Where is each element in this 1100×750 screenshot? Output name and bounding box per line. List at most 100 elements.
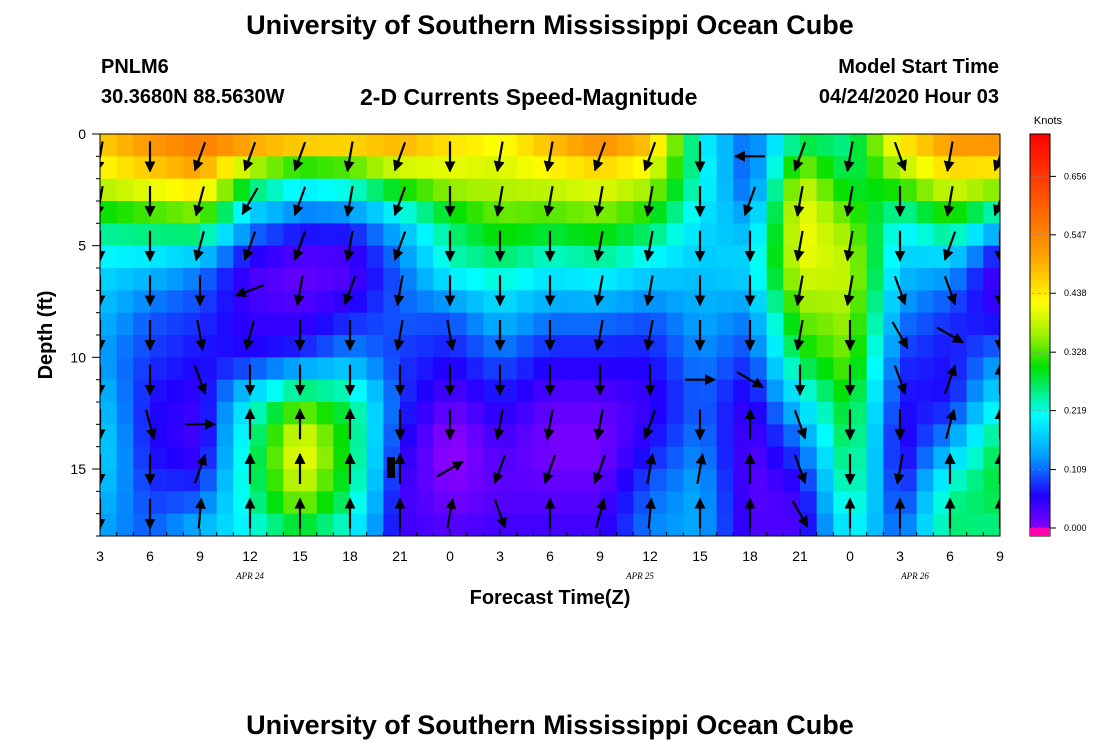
heatmap-cell — [550, 513, 568, 536]
heatmap-cell — [300, 312, 318, 336]
heatmap-cell — [416, 446, 434, 470]
heatmap-cell — [600, 245, 618, 269]
heatmap-cell — [983, 268, 1000, 291]
heatmap-cell — [916, 513, 934, 536]
heatmap-cell — [116, 134, 134, 157]
heatmap-cell — [366, 335, 384, 358]
heatmap-cell — [866, 335, 884, 358]
heatmap-cell — [250, 357, 268, 381]
heatmap-cell — [633, 268, 651, 291]
heatmap-cell — [533, 446, 551, 470]
heatmap-cell — [866, 357, 884, 381]
heatmap-cell — [850, 491, 868, 515]
heatmap-cell — [683, 268, 701, 291]
heatmap-cell — [500, 469, 518, 492]
heatmap-cell — [733, 491, 751, 515]
heatmap-cell — [566, 446, 584, 470]
heatmap-cell — [916, 446, 934, 470]
heatmap-cell — [500, 223, 518, 247]
heatmap-cell — [466, 513, 484, 536]
heatmap-cell — [600, 469, 618, 492]
heatmap-cell — [883, 178, 901, 202]
heatmap-cell — [816, 513, 834, 536]
heatmap-cell — [616, 446, 634, 470]
heatmap-cell — [116, 290, 134, 314]
heatmap-cell — [850, 290, 868, 314]
heatmap-cell — [466, 268, 484, 291]
heatmap-cell — [966, 178, 984, 202]
station-id: PNLM6 — [101, 56, 169, 78]
current-vector-arrow — [791, 500, 809, 528]
heatmap-cell — [216, 357, 234, 381]
x-tick-label: 6 — [946, 548, 954, 564]
current-vector-arrow — [343, 186, 355, 217]
heatmap-cell — [416, 201, 434, 224]
heatmap-cell — [216, 446, 234, 470]
heatmap-cell — [150, 446, 168, 470]
x-tick-label: 6 — [146, 548, 154, 564]
heatmap-cell — [933, 312, 951, 336]
heatmap-cell — [166, 379, 184, 403]
heatmap-cell — [516, 245, 534, 269]
heatmap-cell — [800, 223, 818, 247]
heatmap-cell — [800, 178, 818, 202]
y-axis-label: Depth (ft) — [35, 291, 57, 380]
heatmap-cell — [233, 469, 251, 492]
heatmap-cell — [216, 223, 234, 247]
heatmap-cell — [533, 491, 551, 515]
heatmap-cell — [950, 223, 968, 247]
heatmap-cell — [350, 446, 368, 470]
heatmap-cell — [300, 491, 318, 515]
heatmap-cell — [683, 245, 701, 269]
heatmap-cell — [283, 491, 301, 515]
heatmap-cell — [150, 379, 168, 403]
heatmap-cell — [750, 245, 768, 269]
heatmap-cell — [416, 245, 434, 269]
heatmap-cell — [383, 402, 401, 425]
heatmap-cell — [666, 335, 684, 358]
heatmap-cell — [200, 491, 218, 515]
heatmap-cell — [766, 357, 784, 381]
x-axis-label: Forecast Time(Z) — [470, 587, 631, 609]
heatmap-cell — [883, 201, 901, 224]
heatmap-cell — [966, 335, 984, 358]
heatmap-cell — [316, 335, 334, 358]
heatmap-cell — [150, 268, 168, 291]
heatmap-cell — [950, 379, 968, 403]
heatmap-cell — [266, 513, 284, 536]
heatmap-cell — [383, 312, 401, 336]
heatmap-cell — [816, 290, 834, 314]
heatmap-cell — [400, 178, 418, 202]
x-tick-label: 0 — [446, 548, 454, 564]
heatmap-cell — [350, 402, 368, 425]
heatmap-cell — [466, 201, 484, 224]
current-vector-arrow — [643, 186, 655, 217]
heatmap-cell — [233, 178, 251, 202]
heatmap-cell — [450, 312, 468, 336]
heatmap-cell — [683, 178, 701, 202]
heatmap-cell — [333, 223, 351, 247]
heatmap-cell — [283, 178, 301, 202]
heatmap-cell — [300, 335, 318, 358]
heatmap-cell — [350, 335, 368, 358]
heatmap-cell — [700, 379, 718, 403]
heatmap-cell — [466, 379, 484, 403]
heatmap-cell — [816, 156, 834, 180]
heatmap-cell — [416, 335, 434, 358]
heatmap-cell — [333, 491, 351, 515]
heatmap-cell — [916, 335, 934, 358]
current-vector-arrow — [595, 498, 607, 529]
heatmap-cell — [166, 424, 184, 448]
heatmap-cell — [766, 245, 784, 269]
heatmap-cell — [650, 402, 668, 425]
heatmap-cell — [483, 312, 501, 336]
heatmap-cell — [666, 290, 684, 314]
heatmap-cell — [416, 156, 434, 180]
current-vector-arrow — [243, 231, 257, 261]
heatmap-cell — [683, 513, 701, 536]
heatmap-cell — [700, 424, 718, 448]
heatmap-cell — [483, 513, 501, 536]
heatmap-cell — [666, 357, 684, 381]
heatmap-cell — [450, 379, 468, 403]
heatmap-cell — [433, 290, 451, 314]
